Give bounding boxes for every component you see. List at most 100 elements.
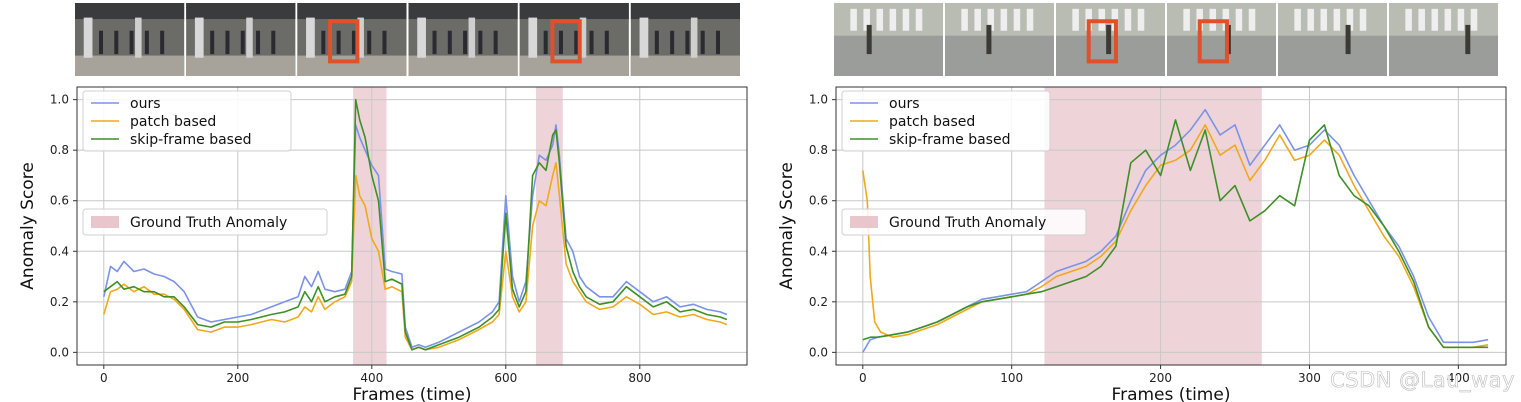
legend-label: skip-frame based [130, 132, 251, 148]
crosswalk-stripe [863, 8, 870, 31]
pillar [417, 17, 426, 58]
x-tick-label: 400 [1447, 371, 1470, 385]
y-tick-label: 0.6 [809, 194, 828, 208]
pedestrian [670, 30, 675, 55]
pedestrian [144, 30, 149, 55]
x-tick-label: 800 [628, 371, 651, 385]
pedestrian [432, 30, 437, 55]
video-frame-thumbnail [1167, 3, 1276, 76]
legend-box [841, 90, 1051, 152]
video-frame-thumbnail [1056, 3, 1165, 76]
video-frame-thumbnail [945, 3, 1054, 76]
gt-legend-box [841, 208, 1087, 236]
road [1278, 35, 1387, 76]
crosswalk-stripe [1431, 8, 1439, 31]
crosswalk-stripe [961, 8, 968, 31]
crosswalk-stripe [1307, 8, 1314, 31]
pedestrian [986, 24, 992, 55]
crosswalk-stripe [876, 8, 884, 31]
y-tick-label: 0.2 [50, 295, 69, 309]
pillar [246, 17, 253, 58]
series-line-patch-based [862, 124, 1489, 349]
pillar [306, 17, 315, 58]
anomaly-bounding-box [1086, 19, 1118, 64]
pedestrian [99, 30, 104, 55]
pillar [468, 17, 476, 58]
crosswalk-stripe [915, 8, 923, 31]
crosswalk-stripe [1013, 8, 1021, 31]
pillar [357, 17, 364, 58]
y-tick-label: 1.0 [50, 93, 69, 107]
pedestrian [447, 30, 452, 55]
pedestrian [1106, 24, 1112, 55]
video-frame-thumbnail [186, 3, 296, 76]
pillar [579, 17, 587, 58]
floor [408, 55, 518, 76]
legend-label: ours [889, 96, 920, 112]
road [945, 35, 1054, 76]
floor [75, 55, 185, 76]
floor [630, 55, 740, 76]
x-tick-label: 400 [360, 371, 383, 385]
pedestrian [543, 30, 548, 55]
video-frame-thumbnail [630, 3, 740, 76]
series-line-patch-based [103, 162, 728, 351]
series-line-ours [103, 124, 728, 349]
legend-label: patch based [889, 114, 975, 130]
watermark: CSDN @Lau_way [1330, 368, 1515, 393]
x-tick-label: 200 [226, 371, 249, 385]
pedestrian [478, 30, 483, 55]
crosswalk-stripe [1072, 8, 1079, 31]
gt-legend-swatch [91, 216, 119, 228]
plot-frame [835, 86, 1507, 366]
road [1389, 35, 1498, 76]
crosswalk-stripe [1457, 8, 1465, 31]
legend-label: skip-frame based [889, 132, 1010, 148]
gt-legend-box [82, 208, 328, 236]
crosswalk-stripe [1026, 8, 1034, 31]
crosswalk-stripe [1248, 8, 1256, 31]
pedestrian [225, 30, 230, 55]
ceiling [186, 3, 296, 20]
y-tick-label: 0.0 [50, 345, 69, 359]
pedestrian [336, 30, 341, 55]
ceiling [630, 3, 740, 20]
crosswalk-stripe [1320, 8, 1328, 31]
y-axis-label: Anomaly Score [18, 162, 38, 290]
pedestrian [574, 30, 579, 55]
video-frame-thumbnail [75, 3, 185, 76]
pedestrian [654, 30, 659, 55]
anomaly-bounding-box [328, 19, 360, 64]
gt-legend-swatch [850, 216, 878, 228]
crosswalk-stripe [987, 8, 995, 31]
y-tick-label: 0.8 [50, 143, 69, 157]
y-tick-label: 0.4 [50, 244, 69, 258]
pillar [528, 17, 538, 58]
y-tick-label: 0.0 [809, 345, 828, 359]
floor [519, 55, 629, 76]
series-line-skip-frame-based [862, 119, 1489, 349]
pillar [639, 17, 649, 58]
crosswalk-stripe [1124, 8, 1132, 31]
left-panel: 0.0 0.2 0.4 0.6 0.8 1.0 0 200 400 600 800 Frames (t… [18, 3, 748, 402]
crosswalk-stripe [1444, 8, 1452, 31]
ceiling [408, 3, 518, 20]
pedestrian [367, 30, 372, 55]
crosswalk-stripe [1137, 8, 1145, 31]
pedestrian [866, 24, 872, 55]
pedestrian [558, 30, 563, 55]
crosswalk-stripe [1183, 8, 1190, 31]
pedestrian [1465, 24, 1471, 55]
crosswalk-stripe [902, 8, 910, 31]
pedestrian [463, 30, 468, 55]
video-frame-thumbnail [519, 3, 629, 76]
pedestrian [129, 30, 134, 55]
crosswalk-stripe [850, 8, 857, 31]
anomaly-bounding-box [550, 19, 582, 64]
legend-label: patch based [130, 114, 216, 130]
x-axis-label: Frames (time) [1112, 385, 1231, 402]
pedestrian [382, 30, 387, 55]
anomaly-bounding-box [1197, 19, 1229, 64]
ceiling [75, 3, 185, 20]
